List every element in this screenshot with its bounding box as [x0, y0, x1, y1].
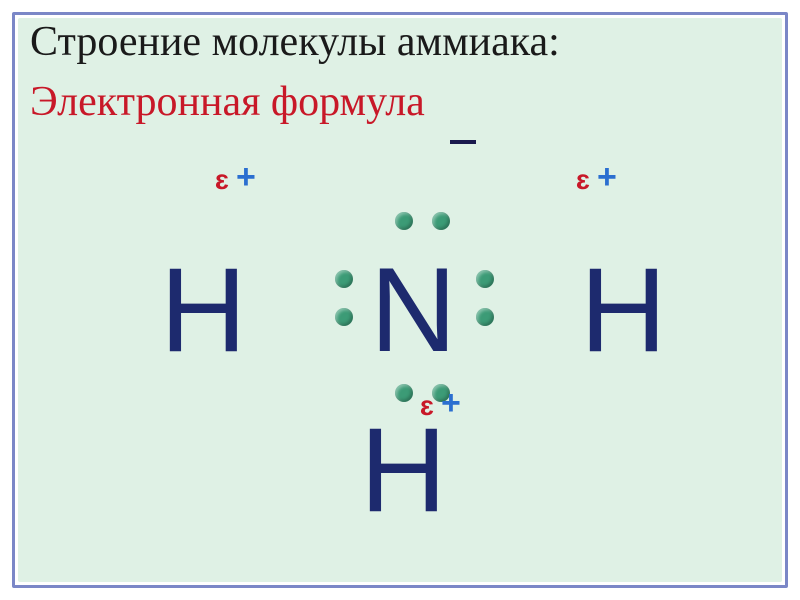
electron-dot [395, 212, 413, 230]
lewis-diagram: N H H H ɛ + ɛ + ɛ + [0, 130, 800, 570]
electron-dot [395, 384, 413, 402]
atom-nitrogen: N [370, 250, 457, 370]
slide-subtitle: Электронная формула [30, 78, 425, 126]
atom-hydrogen-bottom: H [360, 410, 447, 530]
plus-icon-h-right: + [597, 160, 617, 194]
delta-h-left: ɛ [215, 166, 229, 194]
atom-hydrogen-right: H [580, 250, 667, 370]
plus-icon-h-left: + [236, 160, 256, 194]
delta-h-right: ɛ [576, 166, 590, 194]
slide: Строение молекулы аммиака: Электронная ф… [0, 0, 800, 600]
electron-dot [335, 308, 353, 326]
electron-dot [476, 270, 494, 288]
electron-dot [335, 270, 353, 288]
electron-dot [432, 212, 450, 230]
nitrogen-minus-icon [450, 140, 476, 144]
slide-title: Строение молекулы аммиака: [30, 18, 560, 66]
atom-hydrogen-left: H [160, 250, 247, 370]
electron-dot [476, 308, 494, 326]
plus-icon-h-bottom: + [441, 386, 461, 420]
delta-h-bottom: ɛ [420, 392, 434, 420]
